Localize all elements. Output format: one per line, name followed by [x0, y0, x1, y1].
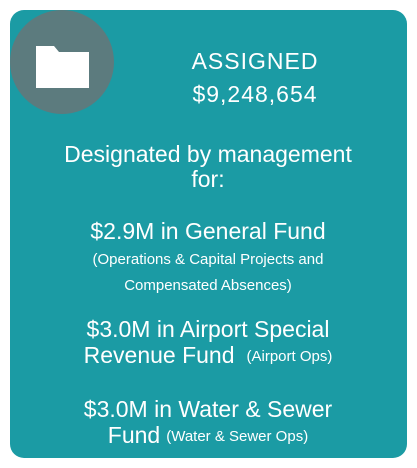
item-line: Fund (Water & Sewer Ops)	[108, 422, 308, 448]
item-heading: $3.0M in Airport Special	[87, 316, 330, 342]
item-heading: Revenue Fund	[84, 342, 235, 368]
item-note: Compensated Absences)	[124, 277, 292, 294]
description: Designated by management	[64, 141, 352, 167]
amount: $9,248,654	[192, 81, 317, 107]
item-heading: Fund	[108, 422, 160, 448]
item-note: (Operations & Capital Projects and	[93, 251, 324, 268]
item-note: (Airport Ops)	[247, 348, 333, 365]
item-note: (Water & Sewer Ops)	[166, 428, 308, 445]
item-heading: $3.0M in Water & Sewer	[84, 396, 333, 422]
folder-icon	[36, 46, 89, 88]
description: for:	[191, 166, 224, 192]
title: ASSIGNED	[192, 48, 319, 74]
item-line: Revenue Fund (Airport Ops)	[84, 342, 333, 368]
card	[10, 10, 407, 458]
item-heading: $2.9M in General Fund	[90, 218, 325, 244]
